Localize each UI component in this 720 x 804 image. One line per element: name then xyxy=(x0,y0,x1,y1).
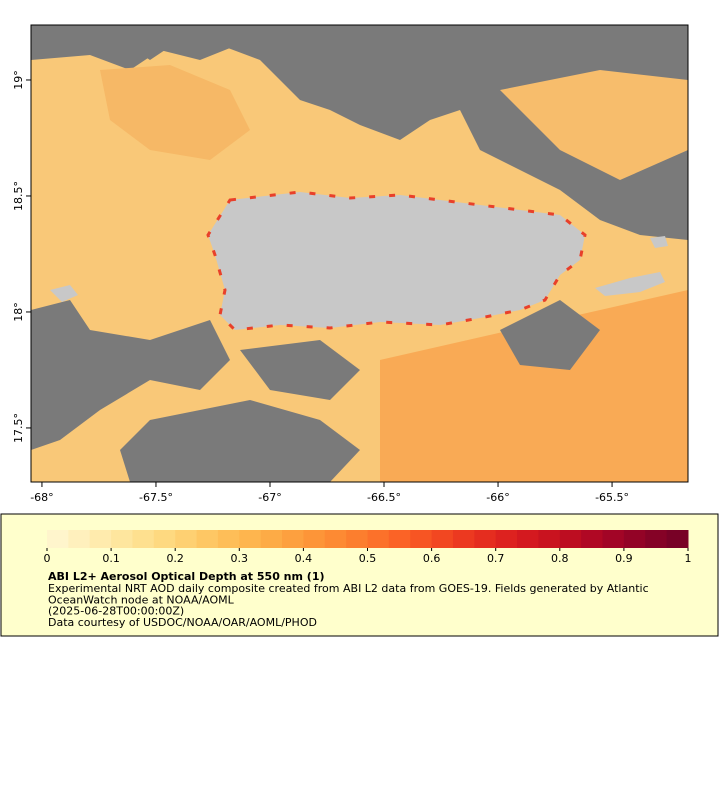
sea-aod-high xyxy=(380,290,688,482)
colorbar-swatch xyxy=(452,530,475,548)
legend-title: ABI L2+ Aerosol Optical Depth at 550 nm … xyxy=(48,570,325,583)
colorbar-swatch xyxy=(645,530,668,548)
colorbar-tick-label: 0.9 xyxy=(615,552,633,565)
island-vieques xyxy=(595,272,665,296)
colorbar-swatch xyxy=(153,530,176,548)
cloud xyxy=(240,340,360,400)
colorbar-swatch xyxy=(559,530,582,548)
colorbar-swatch xyxy=(602,530,625,548)
colorbar-tick-label: 0 xyxy=(44,552,51,565)
legend-line: OceanWatch node at NOAA/AOML xyxy=(48,593,235,606)
colorbar-tick-label: 0.1 xyxy=(102,552,120,565)
colorbar-tick-label: 0.6 xyxy=(423,552,441,565)
colorbar-swatch xyxy=(132,530,155,548)
x-tick-label: -67° xyxy=(258,491,281,504)
colorbar-tick-label: 0.4 xyxy=(295,552,313,565)
colorbar-tick-label: 0.7 xyxy=(487,552,505,565)
x-tick-label: -67.5° xyxy=(139,491,173,504)
island-puerto-rico xyxy=(206,190,587,332)
colorbar-swatch xyxy=(260,530,283,548)
colorbar-tick-label: 0.3 xyxy=(231,552,249,565)
map-frame xyxy=(30,24,689,483)
colorbar-swatch xyxy=(196,530,219,548)
colorbar-swatch xyxy=(538,530,561,548)
y-tick-label: 19° xyxy=(12,70,25,90)
colorbar-swatch xyxy=(282,530,304,548)
colorbar-swatch xyxy=(410,530,433,548)
legend-line: (2025-06-28T00:00:00Z) xyxy=(48,605,184,618)
cloud xyxy=(31,25,688,240)
legend-line: Experimental NRT AOD daily composite cre… xyxy=(48,582,649,595)
map-image xyxy=(31,25,688,482)
cloud xyxy=(31,300,230,450)
colorbar-tick-label: 1 xyxy=(685,552,692,565)
colorbar-swatch xyxy=(431,530,454,548)
x-tick-label: -66° xyxy=(486,491,509,504)
colorbar-swatch xyxy=(217,530,240,548)
island-mona xyxy=(50,285,78,302)
colorbar-swatch xyxy=(388,530,411,548)
colorbar-swatch xyxy=(303,530,326,548)
aod-patch xyxy=(500,70,688,180)
colorbar-swatch xyxy=(324,530,347,548)
colorbar-tick-label: 0.8 xyxy=(551,552,569,565)
legend-line: Data courtesy of USDOC/NOAA/OAR/AOML/PHO… xyxy=(48,616,317,629)
x-tick-label: -65.5° xyxy=(595,491,629,504)
colorbar-swatch xyxy=(239,530,262,548)
y-tick-label: 18.5° xyxy=(12,181,25,211)
colorbar-swatch xyxy=(367,530,390,548)
colorbar-swatch xyxy=(623,530,646,548)
colorbar-swatch xyxy=(89,530,112,548)
colorbar-swatch xyxy=(495,530,518,548)
x-tick-label: -68° xyxy=(30,491,53,504)
cloud xyxy=(120,400,360,482)
colorbar-swatch xyxy=(175,530,198,548)
colorbar-swatch xyxy=(474,530,497,548)
colorbar-swatch xyxy=(666,530,689,548)
colorbar-swatch xyxy=(581,530,604,548)
colorbar-swatch xyxy=(47,530,69,548)
colorbar-tick-label: 0.2 xyxy=(166,552,184,565)
colorbar-tick-label: 0.5 xyxy=(359,552,377,565)
y-tick-label: 17.5° xyxy=(12,413,25,443)
island-culebra xyxy=(650,236,668,248)
cloud xyxy=(500,300,600,370)
aod-patch xyxy=(100,65,250,160)
y-tick-label: 18° xyxy=(12,302,25,322)
cloud xyxy=(31,25,300,70)
colorbar-swatch xyxy=(517,530,539,548)
colorbar-swatch xyxy=(346,530,368,548)
colorbar-swatch xyxy=(68,530,91,548)
x-tick-label: -66.5° xyxy=(367,491,401,504)
colorbar-swatch xyxy=(111,530,133,548)
